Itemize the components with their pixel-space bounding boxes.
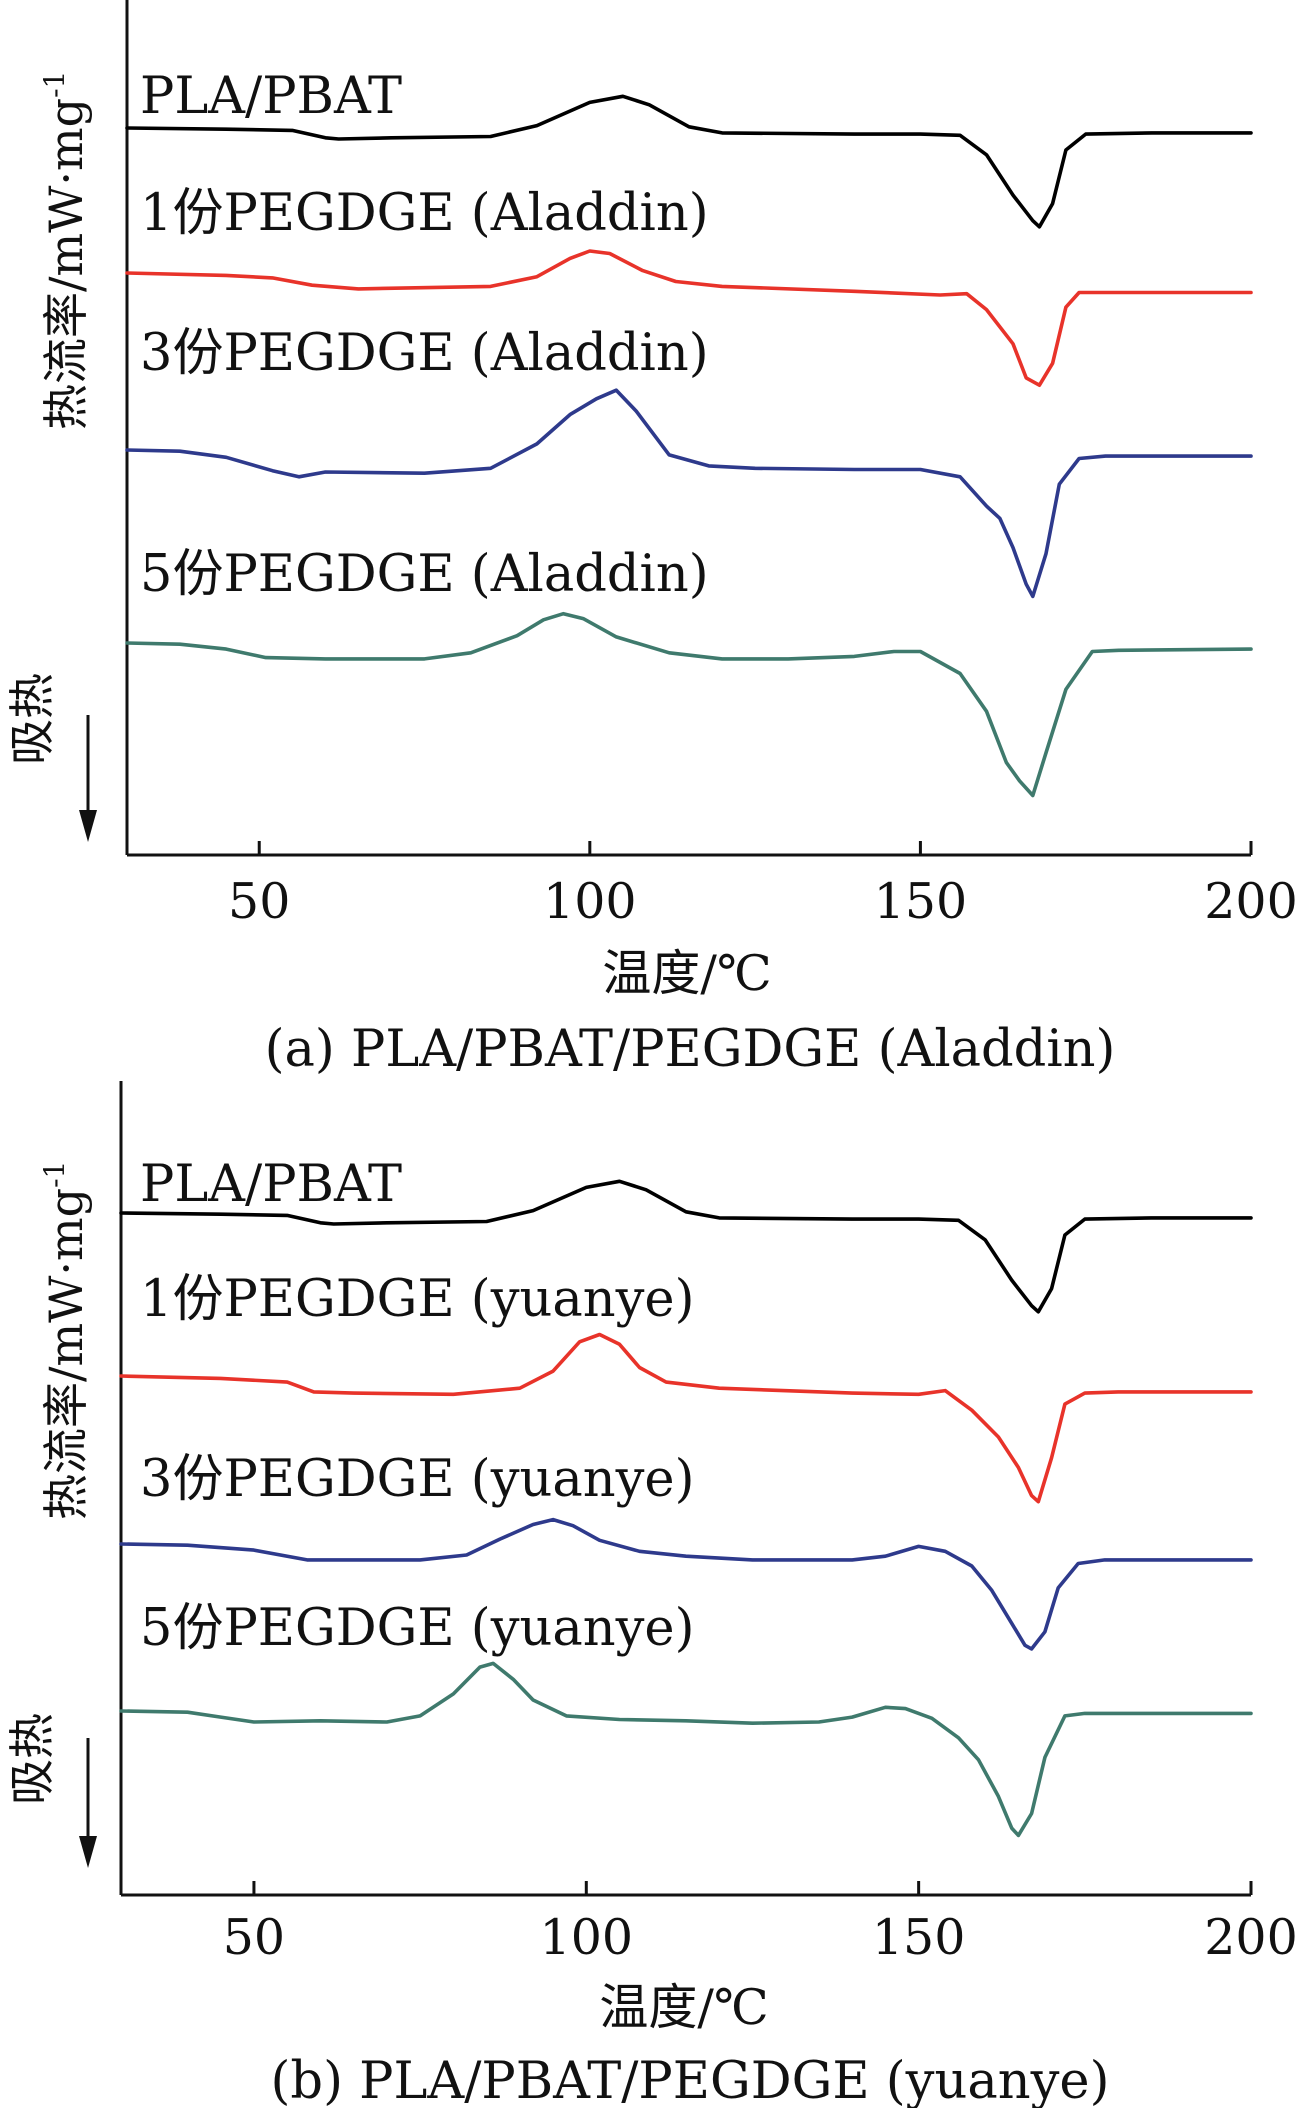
x-tick-label: 50 [223,1909,285,1966]
figure-caption: (a) PLA/PBAT/PEGDGE (Aladdin) [265,1020,1116,1079]
series-label-3: 3份PEGDGE (yuanye) [140,1450,695,1509]
series-line-4 [119,1661,1253,1838]
y-axis-title-superscript: -1 [38,71,71,98]
x-tick-label: 200 [1204,873,1297,930]
chart-panel-b: 50 100 150 200 温度/℃ (b) PLA/PBAT/PEGDGE (yuan… [5,1081,1297,2108]
x-tick-label: 150 [874,873,968,930]
series-line-2 [119,1332,1253,1504]
series-label-1: PLA/PBAT [140,67,402,126]
series-line-3 [125,388,1253,599]
endotherm-arrow-head [79,810,97,842]
x-tick-label: 100 [543,873,637,930]
x-axis-title: 温度/℃ [602,945,771,1002]
series-label-3: 3份PEGDGE (Aladdin) [140,324,709,383]
y-axis-title-main: 热流率/mW·mg [39,1188,93,1520]
series-line-1 [125,94,1253,229]
y-axis-title-main: 热流率/mW·mg [39,98,93,430]
series-label-4: 5份PEGDGE (Aladdin) [140,545,709,604]
series-line-4 [125,611,1253,798]
x-axis-title: 温度/℃ [599,1979,768,2036]
endotherm-label: 吸热 [5,673,59,765]
series-label-2: 1份PEGDGE (yuanye) [140,1270,695,1329]
x-tick-label: 200 [1204,1909,1297,1966]
y-axis-title: 热流率/mW·mg-1 [38,71,93,430]
series-label-4: 5份PEGDGE (yuanye) [140,1599,695,1658]
x-tick-label: 150 [872,1909,966,1966]
x-tick-label: 50 [228,873,290,930]
endotherm-label: 吸热 [5,1713,59,1805]
series-line-2 [125,249,1253,387]
figure-caption: (b) PLA/PBAT/PEGDGE (yuanye) [271,2052,1110,2108]
series-line-1 [119,1179,1253,1314]
endotherm-arrow-head [79,1836,97,1868]
series-label-2: 1份PEGDGE (Aladdin) [140,184,709,243]
y-axis-title: 热流率/mW·mg-1 [38,1161,93,1520]
series-line-3 [119,1517,1253,1651]
chart-panel-a: 50 100 150 200 温度/℃ (a) PLA/PBAT/PEGDGE (Alad… [5,0,1297,1079]
y-axis-title-superscript: -1 [38,1161,71,1188]
series-label-1: PLA/PBAT [140,1155,402,1214]
x-tick-label: 100 [540,1909,634,1966]
